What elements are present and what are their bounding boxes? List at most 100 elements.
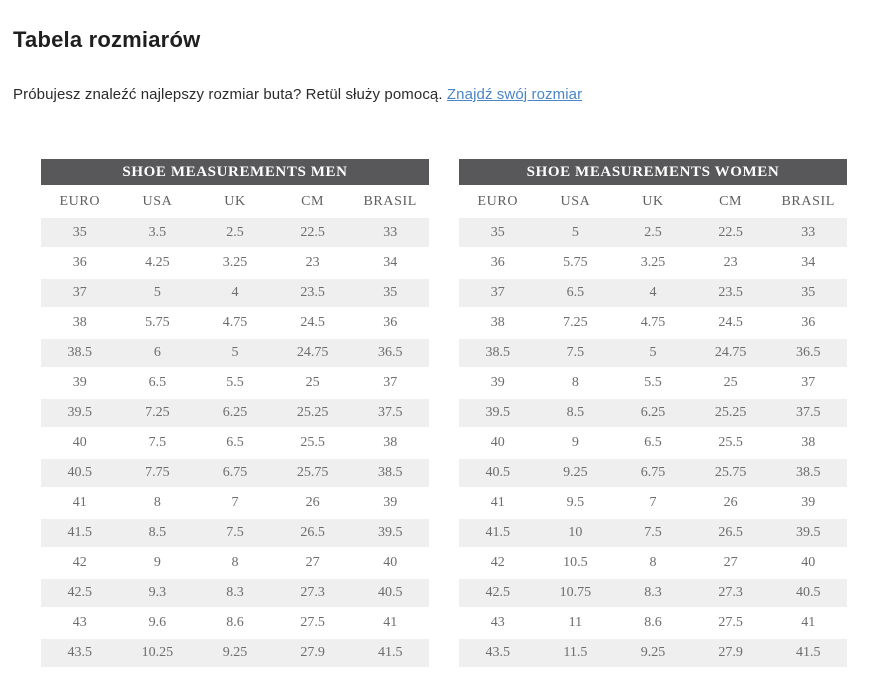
size-cell: 41.5 <box>459 518 537 549</box>
size-cell: 7.5 <box>196 518 274 549</box>
table-title: SHOE MEASUREMENTS WOMEN <box>459 159 847 185</box>
column-header-brasil: BRASIL <box>351 185 429 218</box>
size-cell: 7.25 <box>536 308 615 339</box>
size-cell: 4.75 <box>196 308 274 339</box>
size-cell: 42.5 <box>459 578 537 609</box>
size-cell: 40 <box>351 548 429 579</box>
size-cell: 42 <box>459 548 537 579</box>
size-cell: 25.5 <box>691 428 770 459</box>
size-cell: 40 <box>41 428 119 459</box>
size-cell: 40 <box>769 548 847 579</box>
size-cell: 24.5 <box>273 308 352 339</box>
size-cell: 6 <box>118 338 197 369</box>
intro-text: Próbujesz znaleźć najlepszy rozmiar buta… <box>13 86 443 103</box>
table-row: 43 11 8.6 27.5 41 <box>459 608 847 639</box>
size-cell: 5.5 <box>614 368 692 399</box>
size-cell: 4.25 <box>118 248 197 279</box>
size-cell: 5 <box>196 338 274 369</box>
page-title: Tabela rozmiarów <box>13 27 201 52</box>
size-cell: 39 <box>459 368 537 399</box>
size-cell: 38.5 <box>351 458 429 489</box>
size-cell: 43 <box>41 608 119 639</box>
size-cell: 11.5 <box>536 638 615 669</box>
size-cell: 37.5 <box>769 398 847 429</box>
size-cell: 11 <box>536 608 615 639</box>
size-cell: 9.25 <box>536 458 615 489</box>
size-cell: 38.5 <box>459 338 537 369</box>
table-row: 42.5 9.3 8.3 27.3 40.5 <box>41 578 429 609</box>
size-cell: 5 <box>614 338 692 369</box>
size-cell: 41 <box>41 488 119 519</box>
table-row: 39 6.5 5.5 25 37 <box>41 368 429 399</box>
size-cell: 22.5 <box>273 218 352 249</box>
column-header-euro: EURO <box>41 185 119 218</box>
size-cell: 27.3 <box>691 578 770 609</box>
size-cell: 9.25 <box>196 638 274 669</box>
size-cell: 35 <box>351 278 429 309</box>
size-cell: 6.75 <box>614 458 692 489</box>
size-cell: 39 <box>351 488 429 519</box>
table-row: 38.5 6 5 24.75 36.5 <box>41 338 429 369</box>
table-title: SHOE MEASUREMENTS MEN <box>41 159 429 185</box>
size-cell: 25.75 <box>691 458 770 489</box>
size-cell: 7.5 <box>118 428 197 459</box>
size-cell: 43.5 <box>459 638 537 669</box>
size-cell: 27 <box>691 548 770 579</box>
size-cell: 27.3 <box>273 578 352 609</box>
column-header-cm: CM <box>273 185 352 218</box>
size-cell: 9 <box>536 428 615 459</box>
size-cell: 4 <box>196 278 274 309</box>
size-cell: 23 <box>273 248 352 279</box>
size-cell: 36.5 <box>351 338 429 369</box>
size-chart-page: Tabela rozmiarów Próbujesz znaleźć najle… <box>13 27 847 669</box>
table-row: 41 8 7 26 39 <box>41 488 429 519</box>
size-cell: 39.5 <box>769 518 847 549</box>
table-row: 42 9 8 27 40 <box>41 548 429 579</box>
size-cell: 40.5 <box>351 578 429 609</box>
size-cell: 8 <box>614 548 692 579</box>
size-cell: 6.25 <box>614 398 692 429</box>
size-cell: 41 <box>459 488 537 519</box>
size-cell: 2.5 <box>196 218 274 249</box>
size-cell: 27.9 <box>691 638 770 669</box>
size-cell: 25 <box>691 368 770 399</box>
size-cell: 4 <box>614 278 692 309</box>
size-cell: 9.6 <box>118 608 197 639</box>
size-cell: 27.5 <box>691 608 770 639</box>
table-row: 41.5 10 7.5 26.5 39.5 <box>459 518 847 549</box>
size-cell: 5 <box>536 218 615 249</box>
size-cell: 9.25 <box>614 638 692 669</box>
table-row: 39.5 8.5 6.25 25.25 37.5 <box>459 398 847 429</box>
table-row: 39 8 5.5 25 37 <box>459 368 847 399</box>
size-cell: 37.5 <box>351 398 429 429</box>
size-cell: 40.5 <box>769 578 847 609</box>
size-cell: 8.6 <box>196 608 274 639</box>
column-header-uk: UK <box>614 185 692 218</box>
size-cell: 5.5 <box>196 368 274 399</box>
size-cell: 10 <box>536 518 615 549</box>
size-cell: 9.5 <box>536 488 615 519</box>
find-your-size-link[interactable]: Znajdź swój rozmiar <box>446 86 583 103</box>
size-cell: 39 <box>41 368 119 399</box>
size-cell: 40.5 <box>41 458 119 489</box>
size-cell: 5 <box>118 278 197 309</box>
size-cell: 8.5 <box>536 398 615 429</box>
size-cell: 38.5 <box>41 338 119 369</box>
size-cell: 10.75 <box>536 578 615 609</box>
size-cell: 27.9 <box>273 638 352 669</box>
size-cell: 9.3 <box>118 578 197 609</box>
table-row: 42 10.5 8 27 40 <box>459 548 847 579</box>
size-cell: 39 <box>769 488 847 519</box>
table-row: 36 4.25 3.25 23 34 <box>41 248 429 279</box>
column-header-brasil: BRASIL <box>769 185 847 218</box>
intro-line: Próbujesz znaleźć najlepszy rozmiar buta… <box>13 86 847 103</box>
table-row: 35 3.5 2.5 22.5 33 <box>41 218 429 249</box>
size-cell: 43 <box>459 608 537 639</box>
size-cell: 26.5 <box>273 518 352 549</box>
size-cell: 5.75 <box>536 248 615 279</box>
size-cell: 10.5 <box>536 548 615 579</box>
size-cell: 40 <box>459 428 537 459</box>
column-header-usa: USA <box>118 185 197 218</box>
size-cell: 40.5 <box>459 458 537 489</box>
table-row: 40 9 6.5 25.5 38 <box>459 428 847 459</box>
